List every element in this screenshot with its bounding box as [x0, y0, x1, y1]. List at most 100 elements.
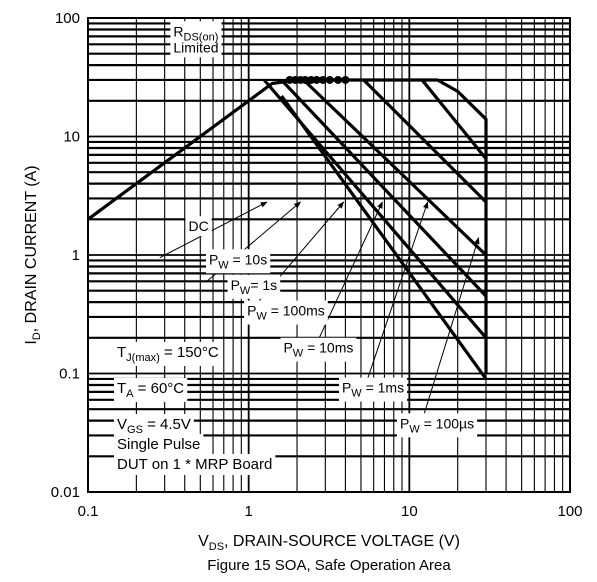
pulse-label: PW = 100µs	[396, 413, 478, 438]
text-part: P	[342, 380, 351, 396]
x-tick-label: 100	[557, 503, 582, 520]
condition-line-text: DUT on 1 * MRP Board	[117, 456, 272, 473]
label-background	[114, 378, 188, 402]
arrows	[159, 201, 480, 421]
axis-titles: VDS, DRAIN-SOURCE VOLTAGE (V) Figure 15 S…	[23, 165, 460, 574]
label-background	[280, 337, 357, 362]
text-part: P	[209, 251, 218, 267]
label-background	[114, 342, 222, 366]
series-line-DC	[87, 78, 488, 374]
label-background	[396, 413, 478, 438]
x-tick-label: 10	[401, 503, 418, 520]
subscript: W	[256, 311, 267, 323]
y-tick-label: 10	[63, 129, 80, 146]
y-tick-label: 1	[72, 247, 80, 264]
condition-line: TJ(max) = 150°C	[114, 342, 222, 366]
label-background	[338, 377, 408, 402]
text-part: = 100µs	[420, 415, 474, 431]
limit-dot	[325, 75, 334, 84]
dc-label: DC	[185, 216, 212, 237]
tick-labels: 0.1 1 10 100 0.01 0.1 1 10 100	[51, 10, 583, 520]
pulse-label: PW = 10ms	[280, 337, 357, 362]
condition-line-text: TJ(max) = 150°C	[117, 344, 219, 364]
text-part: P	[400, 415, 409, 431]
series-line-100µs	[420, 78, 488, 160]
dc-label-text: DC	[188, 218, 208, 234]
label-arrow	[159, 201, 268, 259]
text-part: P	[283, 340, 292, 356]
text-part: = 10s	[229, 251, 268, 267]
x-axis-title-main: V	[198, 533, 209, 550]
rds-limit-line2: Limited	[173, 39, 218, 55]
series-line-10s	[280, 94, 488, 380]
limit-dot	[301, 75, 310, 84]
y-tick-label: 100	[55, 10, 80, 27]
text-part: T	[117, 344, 126, 361]
pulse-label-text: PW = 100ms	[247, 303, 325, 323]
condition-line: Single Pulse	[114, 434, 204, 455]
subscript: W	[218, 259, 229, 271]
pulse-label: PW = 100ms	[244, 300, 328, 325]
y-tick-label: 0.01	[51, 484, 80, 501]
condition-line: DUT on 1 * MRP Board	[114, 454, 276, 475]
pulse-label: PW = 1ms	[338, 377, 408, 402]
x-axis-title-sub: DS	[209, 541, 224, 553]
rds-limit-text: RDS(on)	[173, 23, 218, 43]
text-part: = 60°C	[134, 380, 185, 397]
series-line-100ms	[280, 78, 488, 298]
condition-line: TA = 60°C	[114, 378, 188, 402]
text-part: = 10ms	[303, 340, 353, 356]
series-line-1s	[262, 78, 488, 339]
label-background	[244, 300, 328, 325]
condition-line-text: TA = 60°C	[117, 380, 184, 400]
subscript: W	[351, 388, 362, 400]
rds-limit-label: RDS(on)Limited	[170, 21, 222, 58]
subscript: W	[293, 348, 304, 360]
subscript: A	[126, 388, 134, 400]
subscript: W	[240, 285, 251, 297]
text-part: = 100ms	[267, 303, 325, 319]
text-part: T	[117, 380, 126, 397]
label-background	[114, 434, 204, 455]
limit-dot	[334, 75, 343, 84]
pulse-label: PW = 10s	[205, 249, 271, 274]
condition-line-text: VGS = 4.5V	[117, 416, 191, 436]
pulse-label-text: PW = 100µs	[400, 415, 474, 435]
text-part: = 150°C	[160, 344, 219, 361]
text-part: Single Pulse	[117, 436, 200, 453]
label-background	[205, 249, 271, 274]
text-part: = 1s	[250, 277, 277, 293]
rds-limit-background	[170, 21, 222, 58]
limit-dot	[307, 75, 316, 84]
curves	[87, 75, 488, 380]
rds-sub: DS(on)	[184, 31, 219, 43]
y-axis-title-main: I	[23, 340, 40, 344]
figure-caption: Figure 15 SOA, Safe Operation Area	[207, 557, 451, 574]
series-line-10ms	[302, 78, 488, 257]
pulse-label: PW= 1s	[227, 274, 281, 299]
series-line-1ms	[362, 78, 488, 204]
limit-dot	[312, 75, 321, 84]
text-part: DC	[188, 218, 208, 234]
plot-frame	[87, 17, 571, 493]
rds-main: R	[173, 23, 183, 39]
text-part: P	[247, 303, 256, 319]
pulse-label-text: PW = 1ms	[342, 380, 404, 400]
x-axis-title: VDS, DRAIN-SOURCE VOLTAGE (V)	[198, 533, 460, 553]
y-tick-label: 0.1	[59, 366, 80, 383]
y-axis-title-sub: D	[31, 332, 43, 340]
label-background	[227, 274, 281, 299]
limit-dot	[318, 75, 327, 84]
condition-line-text: Single Pulse	[117, 436, 200, 453]
x-tick-label: 0.1	[78, 503, 99, 520]
text-part: DUT on 1 * MRP Board	[117, 456, 272, 473]
limit-dot	[341, 75, 350, 84]
pulse-label-text: PW = 10ms	[283, 340, 353, 360]
subscript: W	[409, 423, 420, 435]
y-axis-title: ID, DRAIN CURRENT (A)	[23, 165, 43, 344]
y-axis-title-rest: , DRAIN CURRENT (A)	[23, 165, 40, 332]
limit-dot	[285, 75, 294, 84]
text-part: P	[231, 277, 240, 293]
